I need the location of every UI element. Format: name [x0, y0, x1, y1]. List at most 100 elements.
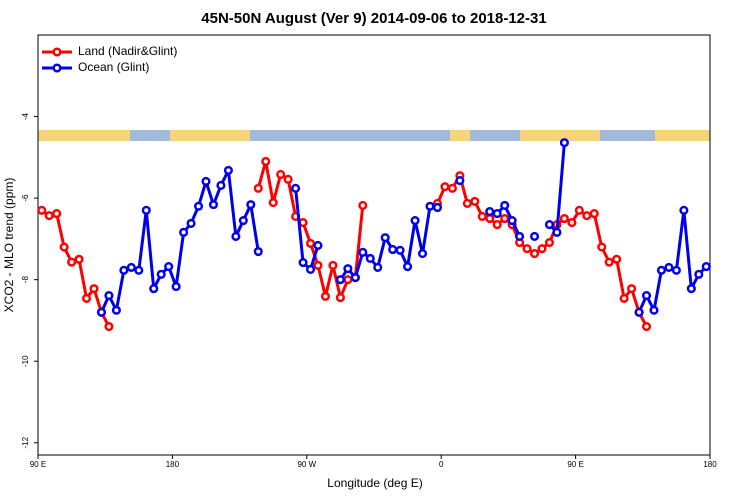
data-point — [500, 213, 510, 224]
data-point — [365, 253, 375, 264]
data-point — [395, 245, 405, 255]
x-tick-label: 180 — [166, 460, 180, 469]
data-point — [440, 182, 450, 192]
data-point — [44, 211, 54, 221]
data-point — [343, 264, 353, 274]
data-point — [432, 202, 443, 213]
x-axis-label: Longitude (deg E) — [327, 476, 422, 490]
data-point — [126, 262, 136, 272]
data-point — [52, 209, 62, 219]
series-line — [40, 161, 648, 328]
data-point — [81, 293, 92, 303]
data-point — [507, 215, 517, 226]
data-point — [388, 244, 398, 255]
data-point — [380, 233, 390, 243]
data-point — [515, 231, 525, 241]
y-tick-label: -10 — [21, 355, 30, 367]
data-point — [335, 293, 345, 303]
data-point — [283, 174, 293, 184]
data-point — [641, 322, 652, 332]
data-point — [589, 209, 599, 219]
data-point — [529, 249, 540, 259]
land-mask-strip — [38, 130, 710, 141]
data-point — [634, 307, 644, 317]
data-point — [358, 247, 368, 257]
data-point — [641, 291, 652, 301]
data-point — [171, 282, 181, 292]
data-point — [552, 227, 562, 237]
chart-title: 45N-50N August (Ver 9) 2014-09-06 to 201… — [201, 10, 546, 27]
data-point — [373, 262, 383, 272]
data-point — [238, 215, 248, 226]
data-point — [149, 284, 159, 294]
data-point — [679, 205, 689, 215]
data-point — [455, 176, 465, 186]
data-point — [417, 249, 428, 259]
data-point — [141, 205, 151, 215]
y-tick-label: -8 — [21, 276, 30, 284]
data-point — [686, 284, 696, 294]
data-point — [403, 262, 413, 272]
data-point — [612, 254, 622, 264]
data-point — [59, 242, 69, 252]
x-tick-label: 0 — [439, 460, 444, 469]
data-point — [582, 211, 592, 221]
data-point — [567, 218, 577, 228]
data-point — [201, 176, 211, 186]
series — [96, 138, 711, 317]
data-point — [656, 265, 667, 275]
data-point — [320, 291, 331, 301]
data-point — [291, 183, 301, 193]
data-point — [186, 218, 196, 228]
data-point — [313, 260, 323, 270]
data-point — [537, 244, 547, 254]
data-point — [664, 262, 674, 272]
data-point — [313, 240, 323, 250]
data-point — [470, 196, 480, 206]
x-tick-label: 90 E — [567, 460, 583, 469]
data-point — [671, 265, 681, 275]
ocean-band — [600, 130, 655, 141]
data-point — [104, 291, 114, 301]
data-point — [67, 257, 77, 267]
data-point — [335, 275, 345, 285]
ocean-band — [130, 130, 170, 141]
data-point — [268, 198, 278, 208]
data-point — [96, 307, 107, 317]
data-point — [447, 183, 457, 193]
data-point — [350, 273, 360, 283]
data-point — [179, 227, 189, 237]
data-point — [246, 200, 256, 210]
data-point — [111, 305, 121, 315]
legend: Land (Nadir&Glint) Ocean (Glint) — [42, 44, 177, 74]
ocean-band — [250, 130, 450, 141]
legend-label: Land (Nadir&Glint) — [78, 44, 177, 58]
data-point — [156, 269, 166, 279]
data-point — [529, 231, 540, 241]
data-point — [425, 201, 435, 211]
legend-label: Ocean (Glint) — [78, 60, 149, 74]
data-point — [492, 220, 502, 230]
data-point — [559, 138, 569, 148]
data-point — [485, 213, 495, 224]
data-point — [462, 198, 472, 208]
data-point — [522, 244, 532, 254]
data-point — [619, 293, 629, 303]
data-point — [328, 260, 338, 270]
data-point — [253, 183, 263, 193]
data-point — [694, 269, 704, 279]
x-tick-label: 180 — [703, 460, 717, 469]
data-point — [208, 200, 219, 210]
data-point — [604, 257, 614, 267]
x-tick-label: 90 E — [30, 460, 46, 469]
data-point — [298, 257, 308, 268]
data-point — [164, 262, 174, 272]
data-point — [410, 215, 420, 226]
data-point — [544, 220, 555, 230]
data-point — [37, 205, 47, 215]
data-point — [261, 156, 271, 166]
data-point — [223, 165, 233, 175]
y-tick-label: -6 — [21, 194, 30, 202]
data-point — [492, 209, 502, 219]
